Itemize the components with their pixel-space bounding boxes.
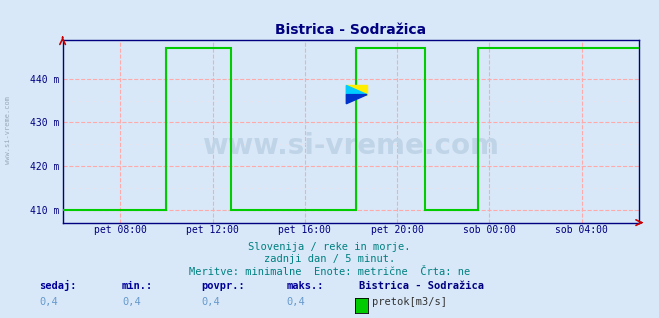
Text: 0,4: 0,4 (201, 297, 219, 307)
Text: maks.:: maks.: (287, 281, 324, 291)
Title: Bistrica - Sodražica: Bistrica - Sodražica (275, 23, 426, 37)
Text: 0,4: 0,4 (122, 297, 140, 307)
Text: povpr.:: povpr.: (201, 281, 244, 291)
Polygon shape (347, 86, 367, 95)
Text: Bistrica - Sodražica: Bistrica - Sodražica (359, 281, 484, 291)
Text: 0,4: 0,4 (40, 297, 58, 307)
Polygon shape (347, 95, 367, 104)
Polygon shape (347, 86, 367, 95)
Text: Meritve: minimalne  Enote: metrične  Črta: ne: Meritve: minimalne Enote: metrične Črta:… (189, 267, 470, 277)
Text: www.si-vreme.com: www.si-vreme.com (5, 96, 11, 164)
Text: min.:: min.: (122, 281, 153, 291)
Text: sedaj:: sedaj: (40, 280, 77, 291)
Text: Slovenija / reke in morje.: Slovenija / reke in morje. (248, 242, 411, 252)
Text: 0,4: 0,4 (287, 297, 305, 307)
Text: zadnji dan / 5 minut.: zadnji dan / 5 minut. (264, 254, 395, 264)
Text: www.si-vreme.com: www.si-vreme.com (202, 132, 500, 160)
Text: pretok[m3/s]: pretok[m3/s] (372, 297, 447, 307)
